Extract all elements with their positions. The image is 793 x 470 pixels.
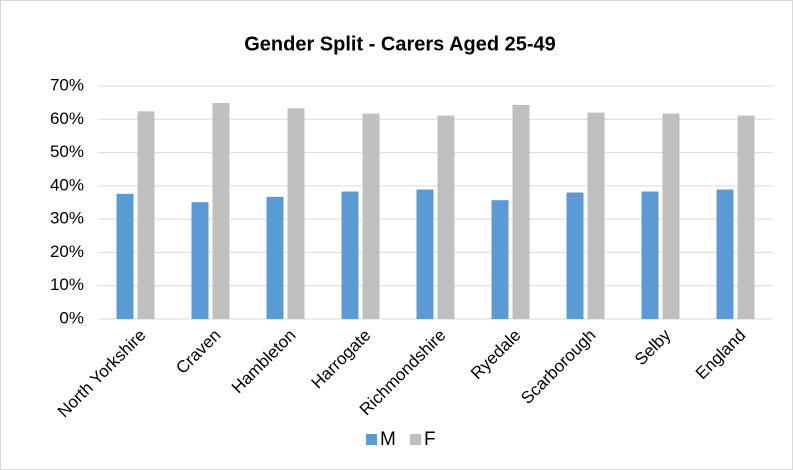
y-tick-label: 70% — [50, 75, 84, 94]
bar — [512, 104, 530, 319]
bar — [587, 112, 605, 319]
bar — [341, 191, 359, 319]
legend-swatch — [366, 434, 377, 445]
y-tick-label: 0% — [59, 308, 84, 327]
bar — [491, 200, 509, 319]
bar — [437, 115, 455, 319]
y-tick-label: 30% — [50, 209, 84, 228]
bar — [662, 113, 680, 320]
bar — [566, 192, 584, 319]
bar — [137, 111, 155, 319]
bar — [266, 196, 284, 319]
y-tick-label: 20% — [50, 242, 84, 261]
bar — [212, 102, 230, 320]
y-tick-label: 40% — [50, 175, 84, 194]
legend-label: M — [380, 429, 396, 450]
bar — [716, 189, 734, 319]
bar — [737, 115, 755, 319]
bar — [641, 191, 659, 319]
bar — [362, 113, 380, 320]
legend-label: F — [424, 429, 436, 450]
bar — [191, 202, 209, 319]
chart-title: Gender Split - Carers Aged 25-49 — [244, 33, 556, 55]
y-tick-label: 50% — [50, 142, 84, 161]
bar — [287, 108, 305, 320]
y-tick-label: 10% — [50, 275, 84, 294]
y-tick-label: 60% — [50, 109, 84, 128]
legend-swatch — [410, 434, 421, 445]
bar — [116, 193, 134, 319]
bar — [416, 189, 434, 319]
